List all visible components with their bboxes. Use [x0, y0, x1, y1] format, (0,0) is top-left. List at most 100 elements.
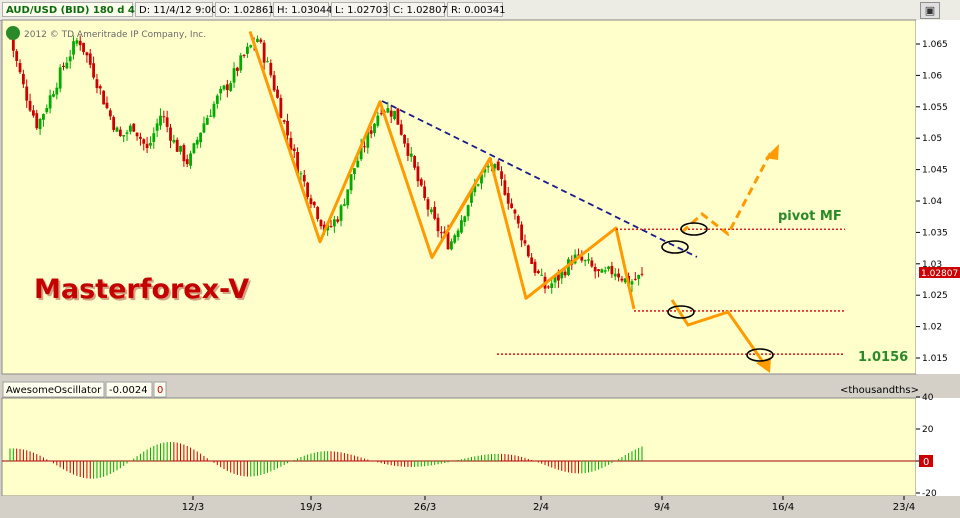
candle-body [557, 274, 560, 281]
candle-body [553, 276, 557, 283]
camera-icon[interactable]: ▣ [920, 2, 940, 19]
price-tag [919, 267, 960, 278]
candle-body [386, 108, 390, 113]
candle-body [587, 259, 590, 261]
price-tag-text: 1.02807 [921, 269, 958, 279]
candle-body [82, 42, 85, 53]
candle-body [460, 220, 463, 233]
candle-body [125, 132, 129, 134]
candle-body [266, 61, 269, 63]
candle-body [486, 165, 490, 168]
marker-oval [667, 305, 695, 319]
candle-body [436, 217, 440, 232]
candle-body [466, 205, 470, 217]
candle-body [363, 146, 366, 148]
candle-body [88, 53, 92, 65]
overlays-group [248, 30, 845, 373]
candle-body [379, 113, 383, 115]
candle-body [286, 121, 289, 136]
oscillator-units: <thousandths> [840, 385, 919, 396]
candle-body [449, 241, 453, 250]
candle-body [306, 182, 310, 198]
candle-body [259, 39, 263, 42]
candle-body [159, 115, 162, 126]
candle-body [510, 203, 513, 208]
price-tick-label: 1.03 [922, 260, 942, 270]
price-tick-label: 1.025 [922, 291, 948, 301]
candle-body [209, 115, 213, 117]
candle-body [319, 219, 323, 227]
candle-body [526, 245, 530, 257]
candle-body [533, 261, 537, 273]
watermark-text: Masterforex-V [34, 274, 249, 305]
candle-body [316, 207, 320, 220]
oscillator-name-box[interactable] [2, 381, 105, 398]
time-axis [0, 496, 960, 518]
time-tick-label: 26/3 [414, 502, 436, 513]
candle-body [496, 161, 500, 171]
candle-body [279, 97, 283, 119]
candle-body [399, 124, 403, 135]
candle-body [95, 79, 99, 89]
low-readout: L: 1.02703 [331, 2, 388, 17]
price-panel [1, 19, 917, 375]
candle-body [189, 153, 192, 166]
zigzag-inner [319, 101, 381, 243]
candle-body [336, 219, 340, 222]
candle-body [416, 166, 420, 182]
candle-body [38, 119, 42, 130]
candle-body [473, 185, 477, 193]
candle-body [289, 137, 293, 150]
candle-body [62, 65, 65, 68]
candle-body [68, 56, 72, 62]
candle-body [476, 184, 480, 186]
symbol-label[interactable]: AUD/USD (BID) 180 d 4h [2, 2, 142, 17]
candle-body [18, 63, 22, 73]
candle-body [563, 271, 567, 276]
oscillator-panel [1, 397, 917, 497]
candle-body [132, 123, 136, 132]
price-tick-label: 1.015 [922, 354, 948, 364]
candle-body [640, 273, 644, 275]
candle-body [272, 75, 276, 91]
candle-body [296, 152, 299, 174]
candle-body [339, 205, 343, 221]
price-axis [916, 20, 960, 374]
candle-body [115, 127, 119, 132]
price-tick-label: 1.06 [922, 71, 942, 81]
candle-body [65, 62, 69, 69]
candle-body [118, 129, 122, 137]
candle-body [215, 95, 219, 104]
candle-body [112, 117, 116, 130]
candle-body [235, 67, 239, 71]
candle-body [369, 130, 373, 134]
candle-body [262, 42, 266, 63]
price-tick-label: 1.055 [922, 103, 948, 113]
candle-body [246, 46, 249, 54]
open-readout: O: 1.02861 [215, 2, 275, 17]
candle-body [590, 260, 594, 267]
zero-tag-text: 0 [923, 457, 929, 468]
candle-body [389, 110, 393, 117]
candle-body [108, 110, 112, 117]
candle-body [128, 125, 132, 132]
target-label: 1.0156 [858, 350, 908, 365]
candle-body [593, 266, 597, 272]
candle-body [78, 40, 82, 46]
candle-body [199, 132, 203, 143]
candle-body [242, 55, 246, 57]
candle-body [21, 73, 25, 85]
osc-tick-label: 40 [922, 393, 934, 403]
candle-body [356, 160, 360, 168]
time-tick-label: 9/4 [654, 502, 670, 513]
candle-body [617, 273, 620, 278]
candle-body [195, 139, 199, 145]
candle-body [232, 68, 236, 83]
candle-body [229, 83, 233, 91]
candle-body [205, 117, 209, 125]
date-readout: D: 11/4/12 9:00 [135, 2, 217, 17]
candle-body [165, 117, 169, 127]
candle-body [607, 266, 610, 270]
candle-body [470, 190, 473, 203]
